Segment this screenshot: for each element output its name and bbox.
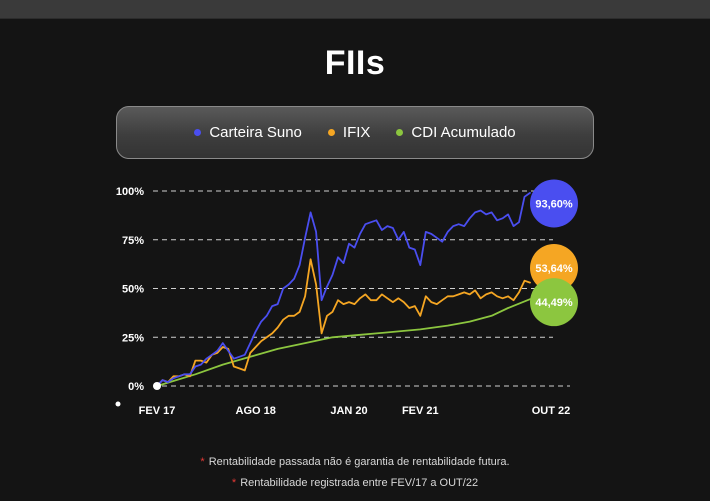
y-tick-label: 100% [116,186,144,198]
y-tick-label: 50% [122,284,144,296]
axis-dot [115,401,121,407]
final-value-label-ifix: 53,64% [535,263,573,275]
x-tick-label: FEV 21 [402,405,439,417]
legend-label-cdi-acumulado: CDI Acumulado [411,124,516,141]
footnote-2-text: Rentabilidade registrada entre FEV/17 a … [240,477,479,489]
chart-legend: Carteira Suno IFIX CDI Acumulado [116,106,594,159]
legend-item-carteira-suno[interactable]: Carteira Suno [194,124,302,141]
legend-dot-cdi-acumulado [396,129,404,136]
y-tick-label: 75% [122,235,144,247]
series-line-cdi-acumulado [156,298,531,387]
final-value-badge-ifix [530,244,578,293]
final-value-label-cdi-acumulado: 44,49% [535,297,573,309]
x-tick-label: OUT 22 [532,405,571,417]
footnote-marker: * [231,477,237,489]
series-line-carteira-suno [156,191,531,387]
y-tick-label: 25% [122,332,144,344]
legend-label-ifix: IFIX [342,124,371,141]
legend-label-carteira-suno: Carteira Suno [209,124,302,141]
series-line-ifix [156,258,531,387]
final-value-label-carteira-suno: 93,60% [535,198,573,210]
footnote-marker: * [200,456,205,468]
footnote-1-text: Rentabilidade passada não é garantia de … [208,456,510,468]
y-tick-label: 0% [128,381,144,393]
x-tick-label: JAN 20 [330,405,367,417]
final-value-badge-cdi-acumulado [530,278,578,327]
final-value-badge-carteira-suno [530,179,578,228]
legend-item-ifix[interactable]: IFIX [327,124,371,141]
legend-item-cdi-acumulado[interactable]: CDI Acumulado [396,124,516,141]
footnote-2: * Rentabilidade registrada entre FEV/17 a… [0,473,710,494]
x-tick-label: AGO 18 [236,405,276,417]
x-tick-label: FEV 17 [139,405,176,417]
footnote-1: * Rentabilidade passada não é garantia de… [0,452,710,473]
chart-title: FIIs [324,44,386,82]
chart-panel [0,18,710,501]
legend-dot-ifix [327,129,335,136]
footnotes: * Rentabilidade passada não é garantia de… [0,452,710,494]
origin-point [153,382,161,390]
legend-dot-carteira-suno [194,129,202,136]
